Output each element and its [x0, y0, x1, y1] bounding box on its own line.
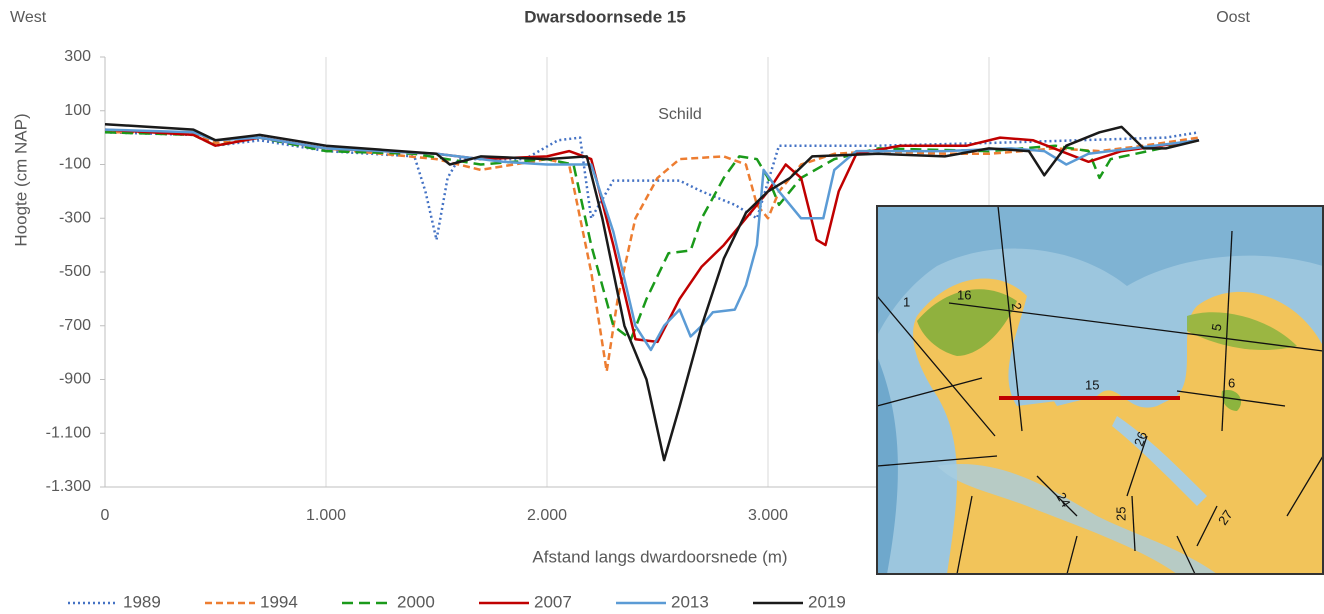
x-tick-label: 3.000: [748, 507, 788, 524]
east-label: Oost: [1216, 9, 1250, 26]
west-label: West: [10, 9, 47, 26]
y-tick-label: -900: [59, 371, 91, 388]
legend-label: 2000: [397, 592, 435, 611]
map-label: 6: [1228, 375, 1235, 390]
y-axis-title: Hoogte (cm NAP): [11, 113, 30, 246]
legend-label: 2019: [808, 592, 846, 611]
x-tick-label: 1.000: [306, 507, 346, 524]
y-tick-label: 300: [64, 48, 91, 65]
y-tick-label: -300: [59, 209, 91, 226]
y-tick-label: -1.300: [46, 478, 91, 495]
inset-map: 1 16 2 5 15 6 26 24 25 27: [877, 206, 1323, 574]
x-tick-label: 0: [101, 507, 110, 524]
y-tick-label: -100: [59, 156, 91, 173]
y-tick-label: -500: [59, 263, 91, 280]
x-axis-title: Afstand langs dwardoorsnede (m): [532, 547, 787, 566]
map-label: 16: [957, 287, 971, 302]
y-tick-label: -1.100: [46, 424, 91, 441]
map-label: 25: [1113, 507, 1128, 521]
legend-label: 2007: [534, 592, 572, 611]
y-tick-label: -700: [59, 317, 91, 334]
legend-label: 1994: [260, 592, 298, 611]
legend-label: 2013: [671, 592, 709, 611]
chart-title: Dwarsdoornsede 15: [524, 7, 686, 26]
y-tick-label: 100: [64, 102, 91, 119]
legend-label: 1989: [123, 592, 161, 611]
x-tick-label: 2.000: [527, 507, 567, 524]
annotation: Schild: [658, 106, 702, 123]
chart: West Dwarsdoornsede 15 Oost Schild Afsta…: [0, 0, 1324, 614]
map-label: 15: [1085, 377, 1099, 392]
map-label: 1: [903, 294, 910, 309]
